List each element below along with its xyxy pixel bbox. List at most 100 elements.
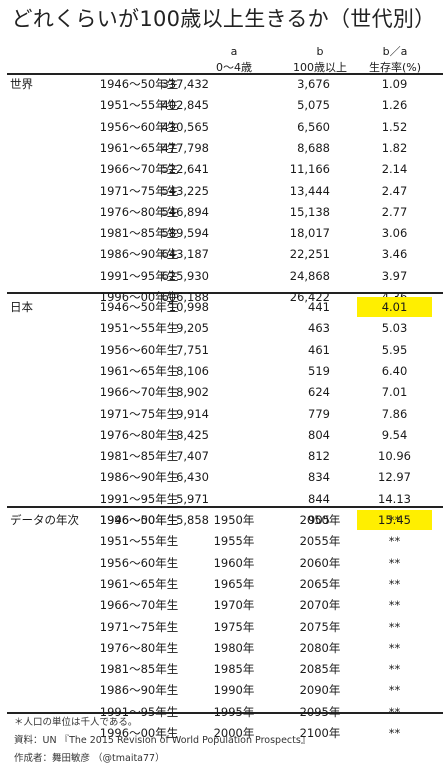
section-divider: [7, 73, 443, 75]
section-label: 世界: [10, 77, 33, 91]
survival-rate-value: 3.46: [381, 247, 408, 262]
table-row: 1986～90年生 643,187 22,251 3.46: [0, 244, 447, 264]
population-100-plus-value: 812: [308, 449, 330, 464]
survival-rate-value: 5.03: [381, 321, 408, 336]
data-year-b: 2060年: [299, 555, 341, 570]
survival-rate-value: **: [388, 555, 401, 570]
footnote-line: 作成者：舞田敏彦 （@tmaita77）: [14, 753, 165, 764]
table-row: 1966～70年生 522,641 11,166 2.14: [0, 159, 447, 179]
survival-rate-value: 2.47: [381, 183, 408, 198]
table-row: 1986～90年生 1990年 2090年 **: [0, 680, 447, 700]
generation-label: 1951～55年生: [99, 98, 179, 113]
population-0-4-value: 606,188: [161, 290, 209, 304]
generation-label: 1966～70年生: [99, 598, 179, 613]
survival-rate-highlighted: 15.45: [357, 510, 432, 530]
data-year-b: 2075年: [299, 619, 341, 634]
population-100-plus-value: 844: [308, 491, 330, 506]
section-divider: [7, 712, 443, 714]
generation-label: 1946～50年生: [99, 300, 179, 314]
data-year-a: 1965年: [213, 576, 255, 591]
survival-rate-value: **: [388, 576, 401, 591]
survival-rate-value: 12.97: [378, 470, 411, 485]
population-0-4-value: 643,187: [161, 247, 209, 262]
data-year-b: 2100年: [299, 726, 341, 740]
population-100-plus-value: 3,676: [297, 77, 330, 91]
column-ratio-letter: b／a: [382, 45, 408, 58]
data-year-a: 2000年: [213, 726, 255, 740]
section-label: 日本: [10, 300, 33, 314]
population-100-plus-value: 779: [308, 406, 330, 421]
generation-label: 1971～75年生: [99, 619, 179, 634]
population-100-plus-value: 624: [308, 385, 330, 400]
data-year-b: 2080年: [299, 640, 341, 655]
generation-label: 1996～00年生: [99, 290, 179, 304]
generation-label: 1991～95年生: [99, 268, 179, 283]
table-row: 1966～70年生 8,902 624 7.01: [0, 382, 447, 402]
population-100-plus-value: 519: [308, 363, 330, 378]
population-0-4-value: 543,225: [161, 183, 209, 198]
table-row: 1976～80年生 8,425 804 9.54: [0, 425, 447, 445]
survival-rate-value: 9.54: [381, 427, 408, 442]
population-100-plus-value: 18,017: [289, 226, 330, 241]
population-100-plus-value: 461: [308, 342, 330, 357]
generation-label: 1986～90年生: [99, 683, 179, 698]
population-0-4-value: 10,998: [168, 300, 209, 314]
generation-label: 1976～80年生: [99, 204, 179, 219]
population-0-4-value: 8,902: [176, 385, 209, 400]
table-row: 1981～85年生 1985年 2085年 **: [0, 659, 447, 679]
generation-label: 1956～60年生: [99, 119, 179, 134]
data-year-a: 1970年: [213, 598, 255, 613]
population-0-4-value: 522,641: [161, 162, 209, 177]
column-ratio-label: 生存率(%): [368, 61, 422, 74]
population-100-plus-value: 13,444: [289, 183, 330, 198]
population-100-plus-value: 905: [308, 513, 330, 527]
data-year-a: 1960年: [213, 555, 255, 570]
survival-rate-value: 1.26: [381, 98, 408, 113]
column-b-letter: b: [316, 45, 324, 58]
survival-rate-value: **: [388, 662, 401, 677]
survival-rate-value: 1.52: [381, 119, 408, 134]
generation-label: 1956～60年生: [99, 555, 179, 570]
generation-label: 1961～65年生: [99, 140, 179, 155]
population-0-4-value: 6,430: [176, 470, 209, 485]
table-row: 1996～00年生 5,858 905 15.45: [0, 510, 447, 530]
population-100-plus-value: 441: [308, 300, 330, 314]
data-year-b: 2090年: [299, 683, 341, 698]
survival-rate-value: **: [388, 513, 401, 527]
population-0-4-value: 9,914: [176, 406, 209, 421]
survival-rate-value: 14.13: [378, 491, 411, 506]
population-0-4-value: 7,751: [176, 342, 209, 357]
population-100-plus-value: 11,166: [289, 162, 330, 177]
population-0-4-value: 9,205: [176, 321, 209, 336]
data-year-a: 1975年: [213, 619, 255, 634]
table-row: 1981～85年生 7,407 812 10.96: [0, 446, 447, 466]
table-row: 1996～00年生 2000年 2100年 **: [0, 723, 447, 743]
survival-rate-value: **: [388, 534, 401, 549]
data-year-a: 1990年: [213, 683, 255, 698]
survival-rate-value: 5.95: [381, 342, 408, 357]
survival-rate-value: 1.09: [381, 77, 408, 91]
generation-label: 1951～55年生: [99, 321, 179, 336]
data-year-b: 2050年: [299, 513, 341, 527]
survival-rate-value: **: [388, 640, 401, 655]
survival-rate-value: **: [388, 726, 401, 740]
population-0-4-value: 402,845: [161, 98, 209, 113]
population-0-4-value: 8,425: [176, 427, 209, 442]
table-row: 1976～80年生 546,894 15,138 2.77: [0, 202, 447, 222]
generation-label: 1991～95年生: [99, 704, 179, 719]
table-row: 1961～65年生 8,106 519 6.40: [0, 361, 447, 381]
table-row: 1956～60年生 430,565 6,560 1.52: [0, 117, 447, 137]
population-0-4-value: 337,432: [161, 77, 209, 91]
population-0-4-value: 5,971: [176, 491, 209, 506]
column-a-letter: a: [230, 45, 238, 58]
generation-label: 1966～70年生: [99, 162, 179, 177]
data-year-a: 1950年: [213, 513, 255, 527]
footnote-line: ＊人口の単位は千人である。: [14, 717, 138, 728]
population-100-plus-value: 22,251: [289, 247, 330, 262]
generation-label: 1946～50年生: [99, 77, 179, 91]
population-0-4-value: 546,894: [161, 204, 209, 219]
survival-rate-value: **: [388, 619, 401, 634]
data-year-b: 2065年: [299, 576, 341, 591]
survival-rate-value: 7.01: [381, 385, 408, 400]
population-100-plus-value: 463: [308, 321, 330, 336]
